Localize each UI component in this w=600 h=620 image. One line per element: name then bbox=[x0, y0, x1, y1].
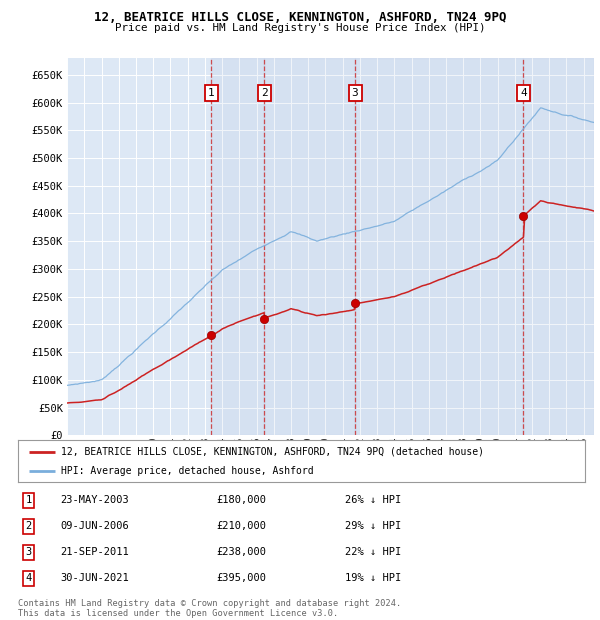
Bar bbox=[211, 58, 264, 435]
Text: 29% ↓ HPI: 29% ↓ HPI bbox=[345, 521, 401, 531]
Text: HPI: Average price, detached house, Ashford: HPI: Average price, detached house, Ashf… bbox=[61, 466, 313, 476]
Text: 3: 3 bbox=[26, 547, 32, 557]
Text: 23-MAY-2003: 23-MAY-2003 bbox=[60, 495, 129, 505]
Text: £180,000: £180,000 bbox=[216, 495, 266, 505]
Text: 26% ↓ HPI: 26% ↓ HPI bbox=[345, 495, 401, 505]
Text: £395,000: £395,000 bbox=[216, 574, 266, 583]
Bar bbox=[355, 58, 523, 435]
Text: 12, BEATRICE HILLS CLOSE, KENNINGTON, ASHFORD, TN24 9PQ: 12, BEATRICE HILLS CLOSE, KENNINGTON, AS… bbox=[94, 11, 506, 24]
Text: Price paid vs. HM Land Registry's House Price Index (HPI): Price paid vs. HM Land Registry's House … bbox=[115, 23, 485, 33]
Text: 21-SEP-2011: 21-SEP-2011 bbox=[60, 547, 129, 557]
Text: 12, BEATRICE HILLS CLOSE, KENNINGTON, ASHFORD, TN24 9PQ (detached house): 12, BEATRICE HILLS CLOSE, KENNINGTON, AS… bbox=[61, 446, 484, 456]
Text: 4: 4 bbox=[520, 88, 527, 98]
Text: 09-JUN-2006: 09-JUN-2006 bbox=[60, 521, 129, 531]
Text: 19% ↓ HPI: 19% ↓ HPI bbox=[345, 574, 401, 583]
Text: 3: 3 bbox=[352, 88, 358, 98]
Text: 2: 2 bbox=[261, 88, 268, 98]
Text: 2: 2 bbox=[26, 521, 32, 531]
Bar bbox=[264, 58, 355, 435]
Text: 1: 1 bbox=[208, 88, 215, 98]
Text: 4: 4 bbox=[26, 574, 32, 583]
Text: 22% ↓ HPI: 22% ↓ HPI bbox=[345, 547, 401, 557]
Text: 30-JUN-2021: 30-JUN-2021 bbox=[60, 574, 129, 583]
Text: £210,000: £210,000 bbox=[216, 521, 266, 531]
Text: £238,000: £238,000 bbox=[216, 547, 266, 557]
Text: Contains HM Land Registry data © Crown copyright and database right 2024.
This d: Contains HM Land Registry data © Crown c… bbox=[18, 599, 401, 618]
Bar bbox=[523, 58, 594, 435]
Text: 1: 1 bbox=[26, 495, 32, 505]
